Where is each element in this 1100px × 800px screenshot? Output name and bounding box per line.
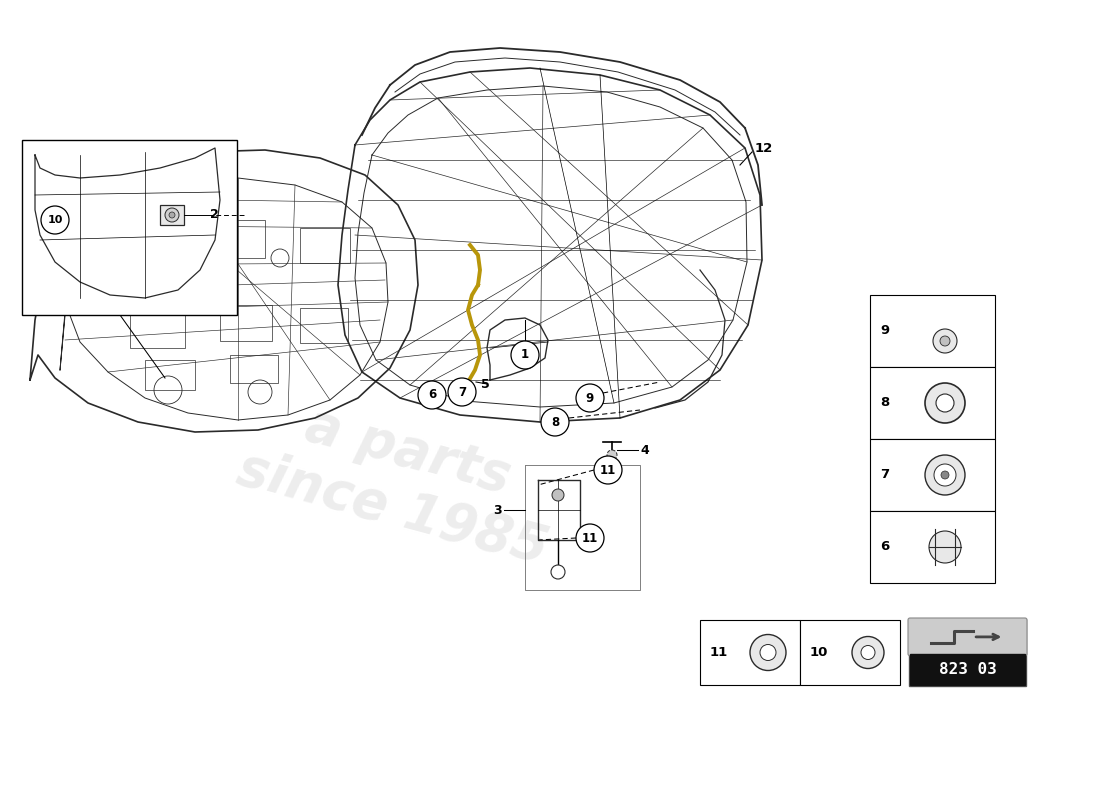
Text: 9: 9	[586, 391, 594, 405]
Circle shape	[576, 524, 604, 552]
Text: 12: 12	[755, 142, 773, 154]
FancyBboxPatch shape	[908, 618, 1027, 656]
Text: 10: 10	[810, 646, 828, 659]
Circle shape	[925, 455, 965, 495]
Bar	[230, 355, 278, 383]
Circle shape	[925, 383, 965, 423]
Circle shape	[861, 646, 875, 659]
Circle shape	[512, 341, 539, 369]
Text: 6: 6	[428, 389, 436, 402]
Text: 7: 7	[880, 469, 889, 482]
Text: 2: 2	[210, 209, 219, 222]
Bar	[700, 620, 800, 685]
Bar	[220, 305, 272, 341]
Bar	[120, 230, 180, 270]
Circle shape	[576, 384, 604, 412]
Bar	[870, 439, 996, 511]
Bar	[210, 220, 265, 258]
Text: 5: 5	[482, 378, 490, 391]
Circle shape	[940, 336, 950, 346]
Circle shape	[448, 378, 476, 406]
Text: 11: 11	[710, 646, 728, 659]
Circle shape	[552, 489, 564, 501]
Circle shape	[933, 329, 957, 353]
Text: 9: 9	[880, 325, 889, 338]
Circle shape	[760, 645, 775, 661]
Text: 10: 10	[47, 215, 63, 225]
Circle shape	[551, 565, 565, 579]
Bar	[160, 205, 184, 225]
Circle shape	[940, 471, 949, 479]
Circle shape	[607, 450, 617, 460]
Bar	[130, 310, 185, 348]
Circle shape	[936, 394, 954, 412]
Circle shape	[169, 212, 175, 218]
Text: a parts
since 1985: a parts since 1985	[231, 385, 569, 575]
Circle shape	[418, 381, 446, 409]
Circle shape	[934, 464, 956, 486]
Text: 3: 3	[494, 503, 502, 517]
Bar	[870, 367, 996, 439]
Circle shape	[165, 208, 179, 222]
Circle shape	[594, 456, 621, 484]
Circle shape	[41, 206, 69, 234]
Circle shape	[750, 634, 786, 670]
Bar	[800, 620, 900, 685]
Bar	[870, 295, 996, 367]
Text: 6: 6	[880, 541, 889, 554]
Bar	[300, 228, 350, 263]
Text: 1: 1	[521, 349, 529, 362]
Text: 11: 11	[600, 463, 616, 477]
Text: 823 03: 823 03	[938, 662, 997, 677]
Text: 8: 8	[880, 397, 889, 410]
Bar	[22, 140, 236, 315]
Text: 8: 8	[551, 415, 559, 429]
Text: 11: 11	[582, 531, 598, 545]
Circle shape	[930, 531, 961, 563]
Text: 4: 4	[640, 443, 649, 457]
Text: 7: 7	[458, 386, 466, 398]
Bar	[870, 511, 996, 583]
Circle shape	[541, 408, 569, 436]
Circle shape	[852, 637, 884, 669]
Bar	[145, 360, 195, 390]
Bar	[909, 619, 1026, 686]
Bar	[300, 308, 348, 343]
Bar	[910, 654, 1025, 685]
